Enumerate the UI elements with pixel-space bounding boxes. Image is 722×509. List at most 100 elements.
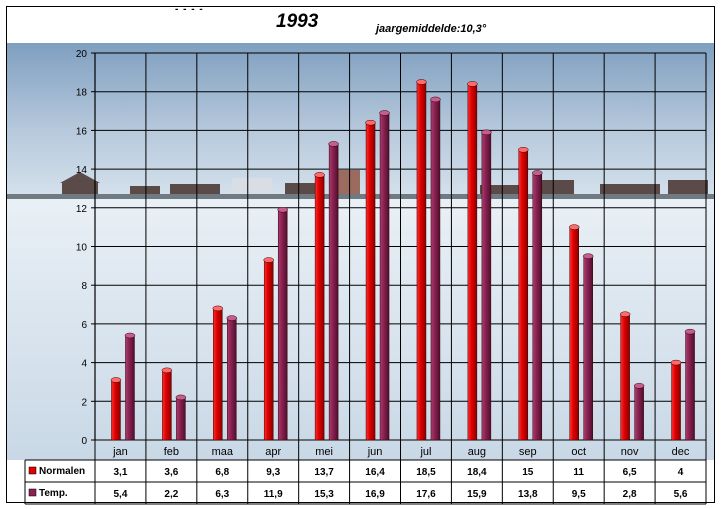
bar-group: [110, 79, 696, 441]
bar-temp: [583, 255, 593, 441]
header-dashes: - - - -: [175, 4, 204, 15]
bar-normalen: [263, 259, 274, 441]
bar-normalen: [365, 122, 376, 441]
legend-swatch: [28, 488, 37, 497]
bar-normalen: [467, 83, 478, 441]
bar-normalen: [111, 379, 121, 441]
legend-label: Temp.: [39, 488, 68, 499]
data-label: 11,9: [264, 489, 283, 500]
bar-temp: [685, 331, 695, 441]
bar-temp: [328, 143, 339, 441]
y-tick-label: 14: [76, 165, 88, 176]
data-label: 2,2: [164, 489, 178, 500]
bar-normalen: [518, 149, 529, 441]
bar-temp: [634, 385, 644, 441]
category-label: jul: [419, 446, 431, 458]
bar-temp: [430, 99, 441, 441]
bar-normalen: [162, 370, 172, 441]
chart-subtitle: jaargemiddelde:10,3°: [376, 23, 487, 35]
bar-temp: [481, 132, 492, 441]
data-label: 9,3: [266, 467, 280, 478]
bar-cap: [481, 129, 492, 136]
bar-cap: [161, 367, 173, 374]
bar-cap: [582, 253, 594, 259]
data-label: 9,5: [572, 489, 586, 500]
bar-cap: [670, 359, 682, 366]
bar-cap: [365, 119, 376, 126]
bar-cap: [328, 141, 339, 147]
category-label: jan: [112, 446, 128, 458]
bar-cap: [532, 170, 543, 176]
legend-label: Normalen: [39, 466, 85, 477]
data-label: 5,4: [114, 489, 128, 500]
category-label: nov: [621, 446, 639, 458]
y-tick-label: 20: [76, 49, 88, 60]
y-tick-label: 8: [81, 281, 87, 292]
category-label: dec: [672, 446, 690, 458]
category-label: aug: [468, 446, 486, 458]
category-label: mei: [315, 446, 333, 458]
bar-temp: [125, 335, 135, 441]
category-label: apr: [265, 446, 281, 458]
bar-temp: [379, 112, 390, 441]
bar-cap: [277, 206, 288, 213]
bar-cap: [314, 172, 325, 178]
y-tick-label: 4: [81, 359, 87, 370]
bar-cap: [416, 79, 427, 85]
plot-grid: [94, 52, 707, 441]
bar-cap: [633, 383, 645, 389]
y-tick-label: 16: [76, 126, 88, 137]
bar-normalen: [416, 81, 427, 441]
data-label: 18,4: [467, 467, 487, 478]
bar-temp: [227, 317, 237, 441]
chart-title: 1993: [276, 11, 319, 32]
bar-cap: [212, 305, 224, 312]
legend-swatch: [28, 466, 37, 475]
bar-normalen: [671, 362, 681, 441]
bar-cap: [110, 377, 122, 383]
bar-cap: [263, 257, 274, 263]
bar-cap: [124, 332, 136, 339]
bar-cap: [430, 96, 441, 103]
x-axis: jan feb maa apr mei jun jul aug sep oct nov dec: [112, 446, 690, 458]
y-axis: 0 2 4 6 8 10 12 14 16 18 20: [76, 49, 96, 447]
data-label: 17,6: [416, 489, 436, 500]
data-label: 2,8: [623, 489, 637, 500]
y-tick-label: 6: [81, 320, 87, 331]
y-tick-label: 2: [81, 397, 87, 408]
data-table: Normalen 3,1 3,6 6,8 9,3 13,7 16,4 18,5 18,4 15 11…: [24, 440, 707, 505]
bar-cap: [379, 110, 390, 116]
data-label: 11: [573, 467, 584, 478]
bar-cap: [568, 224, 580, 230]
data-label: 13,7: [314, 467, 334, 478]
bar-normalen: [569, 226, 579, 441]
data-label: 15,3: [314, 489, 334, 500]
category-label: jun: [367, 446, 383, 458]
y-tick-label: 12: [76, 204, 88, 215]
category-label: maa: [212, 446, 234, 458]
data-label: 15: [522, 467, 534, 478]
bar-cap: [684, 328, 696, 335]
y-tick-label: 18: [76, 88, 88, 99]
data-label: 4: [678, 467, 684, 478]
bar-temp: [532, 172, 543, 441]
bar-normalen: [314, 174, 325, 441]
bar-cap: [518, 147, 529, 153]
bar-normalen: [620, 313, 630, 441]
bar-cap: [226, 315, 238, 321]
category-label: feb: [164, 446, 179, 458]
background-photo: [7, 43, 714, 460]
data-label: 18,5: [416, 467, 436, 478]
y-tick-label: 10: [76, 243, 88, 254]
bar-cap: [619, 311, 631, 317]
bar-normalen: [213, 308, 223, 441]
data-label: 16,4: [365, 467, 385, 478]
y-tick-label: 0: [81, 436, 87, 447]
category-label: oct: [571, 446, 586, 458]
bar-temp: [176, 397, 186, 441]
data-label: 3,6: [164, 467, 178, 478]
data-label: 15,9: [467, 489, 487, 500]
data-label: 6,5: [623, 467, 637, 478]
category-label: sep: [519, 446, 537, 458]
